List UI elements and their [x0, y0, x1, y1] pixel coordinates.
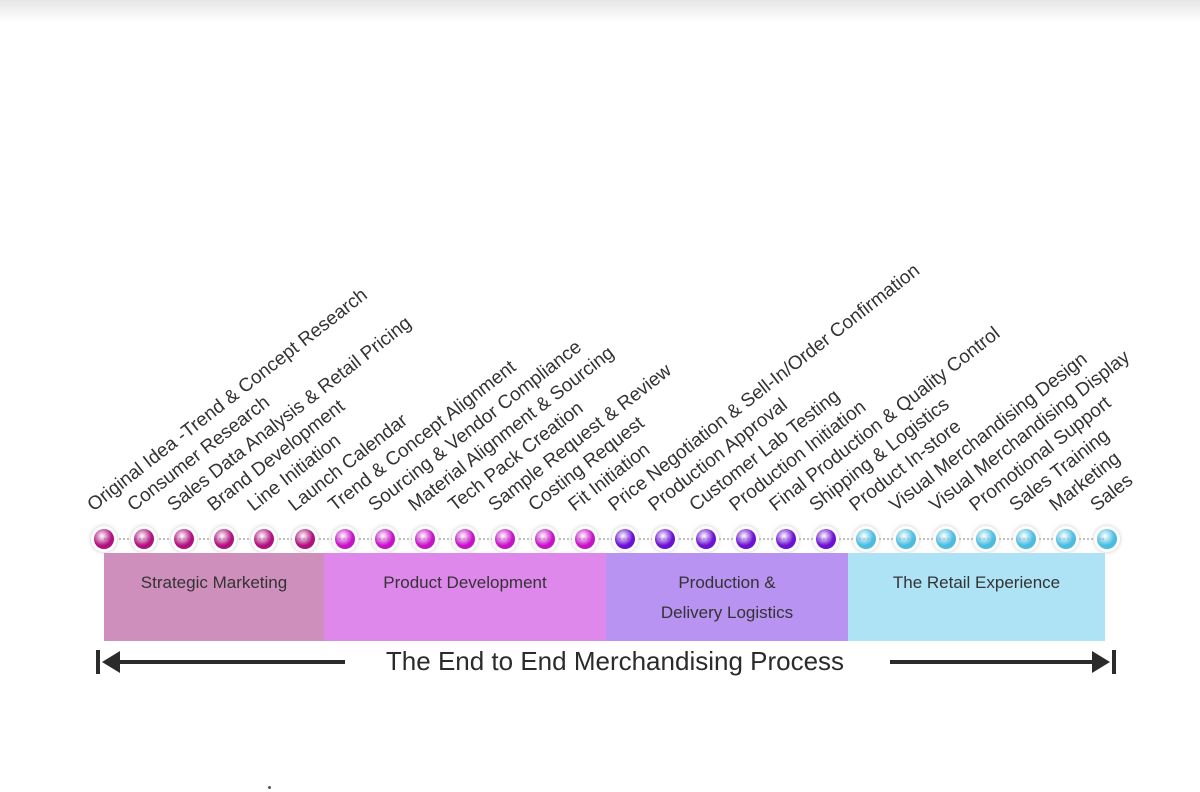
phase-label: Product Development: [383, 568, 546, 598]
phase-label-line: The Retail Experience: [892, 573, 1061, 592]
process-title: The End to End Merchandising Process: [345, 645, 885, 677]
step-dot: [1056, 529, 1077, 549]
step-dot: [254, 529, 275, 549]
step-dot: [695, 529, 716, 549]
arrow-right-line: [890, 660, 1100, 664]
step-dot: [775, 529, 796, 549]
step-dot: [495, 529, 515, 549]
phase-label-line: Production &: [678, 573, 776, 592]
phase-label: Strategic Marketing: [141, 568, 287, 598]
step-dot: [815, 529, 836, 549]
step-dot: [414, 529, 435, 549]
step-dot: [1096, 529, 1117, 549]
phase-box: Production & Delivery Logistics: [606, 553, 848, 641]
step-dot: [1016, 529, 1037, 549]
step-dot: [976, 529, 997, 549]
top-shadow: [0, 0, 1200, 22]
step-dot: [294, 529, 315, 549]
phase-label-line: Product Development: [383, 573, 547, 592]
step-dot: [535, 529, 556, 549]
step-dot: [735, 529, 756, 549]
step-dot: [134, 529, 155, 549]
phase-box: The Retail Experience: [848, 553, 1105, 641]
step-dot: [174, 529, 195, 549]
phase-box: Strategic Marketing: [104, 553, 324, 641]
phase-box: Product Development: [324, 553, 606, 641]
step-dot: [334, 529, 355, 549]
arrow-left-stop: [96, 650, 100, 674]
phase-label-line: Strategic Marketing: [140, 573, 288, 592]
step-dot: [655, 529, 676, 549]
phase-label: The Retail Experience: [893, 568, 1060, 598]
dot-connector-line: [104, 538, 1104, 540]
step-dot: [936, 529, 957, 549]
step-dot: [896, 529, 916, 549]
phase-label-line: Delivery Logistics: [660, 603, 794, 622]
arrow-right-head-icon: [1092, 651, 1110, 673]
arrow-left-line: [110, 660, 350, 664]
step-dot: [94, 529, 114, 549]
step-dot: [374, 529, 395, 549]
step-dot: [855, 529, 876, 549]
step-dot: [575, 529, 596, 549]
step-dot: [615, 529, 636, 549]
step-dot: [214, 529, 235, 549]
stray-mark: [268, 786, 271, 789]
phase-label: Production & Delivery Logistics: [661, 568, 793, 628]
step-dot: [454, 529, 475, 549]
arrow-right-stop: [1112, 650, 1116, 674]
